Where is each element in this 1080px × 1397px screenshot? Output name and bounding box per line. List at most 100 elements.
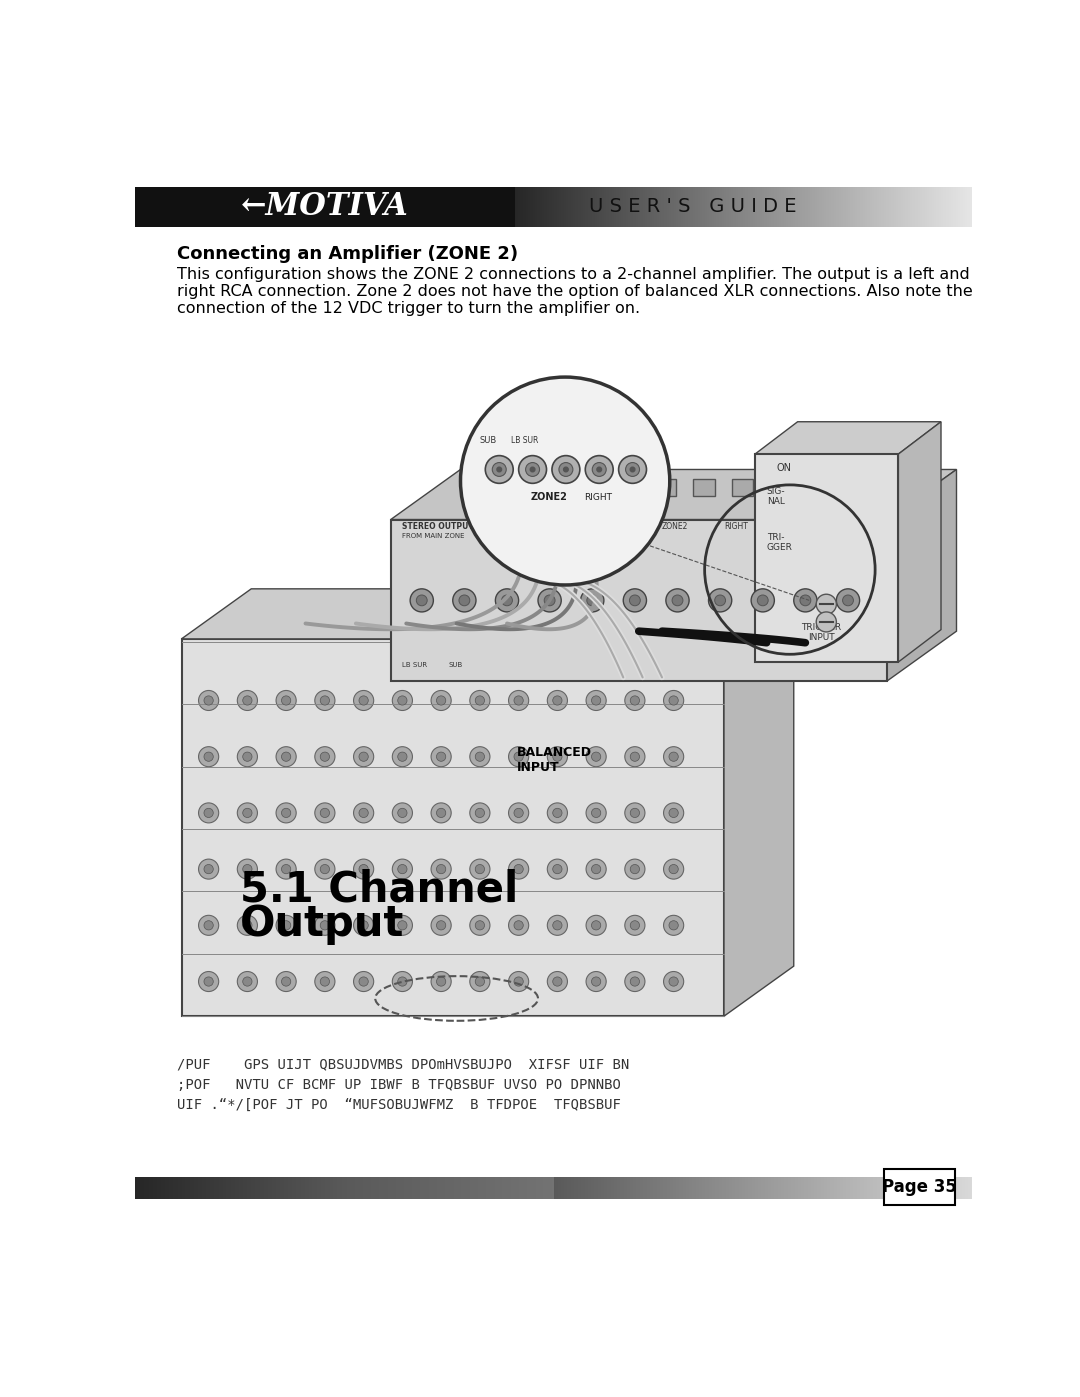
Text: Output: Output xyxy=(240,902,404,944)
Circle shape xyxy=(436,752,446,761)
Circle shape xyxy=(475,696,485,705)
Circle shape xyxy=(282,865,291,873)
Circle shape xyxy=(509,690,529,711)
Circle shape xyxy=(314,803,335,823)
Circle shape xyxy=(238,803,257,823)
Circle shape xyxy=(276,690,296,711)
Polygon shape xyxy=(391,469,957,520)
Circle shape xyxy=(553,752,562,761)
Circle shape xyxy=(392,971,413,992)
Bar xyxy=(135,187,515,226)
Circle shape xyxy=(460,377,670,585)
Circle shape xyxy=(631,977,639,986)
Circle shape xyxy=(282,921,291,930)
Circle shape xyxy=(353,803,374,823)
Circle shape xyxy=(199,746,218,767)
Circle shape xyxy=(321,921,329,930)
Circle shape xyxy=(509,915,529,936)
Circle shape xyxy=(243,865,252,873)
Circle shape xyxy=(669,752,678,761)
Circle shape xyxy=(663,746,684,767)
Circle shape xyxy=(586,859,606,879)
Bar xyxy=(181,638,724,1016)
Circle shape xyxy=(199,690,218,711)
Circle shape xyxy=(514,809,524,817)
Polygon shape xyxy=(899,422,941,662)
Text: BALANCED
INPUT: BALANCED INPUT xyxy=(517,746,592,774)
Circle shape xyxy=(431,690,451,711)
Circle shape xyxy=(238,915,257,936)
Circle shape xyxy=(631,921,639,930)
Circle shape xyxy=(392,746,413,767)
Circle shape xyxy=(553,865,562,873)
Circle shape xyxy=(794,588,816,612)
Text: Connecting an Amplifier (ZONE 2): Connecting an Amplifier (ZONE 2) xyxy=(177,244,518,263)
Circle shape xyxy=(592,696,600,705)
Circle shape xyxy=(204,977,213,986)
Circle shape xyxy=(663,690,684,711)
Circle shape xyxy=(475,752,485,761)
Text: U S E R ' S   G U I D E: U S E R ' S G U I D E xyxy=(590,197,797,217)
Circle shape xyxy=(470,915,490,936)
Circle shape xyxy=(514,752,524,761)
Circle shape xyxy=(459,595,470,606)
Circle shape xyxy=(314,746,335,767)
Circle shape xyxy=(475,921,485,930)
Text: ZONE2: ZONE2 xyxy=(662,521,688,531)
Circle shape xyxy=(314,915,335,936)
Circle shape xyxy=(470,971,490,992)
Circle shape xyxy=(800,595,811,606)
Circle shape xyxy=(625,462,639,476)
Circle shape xyxy=(314,859,335,879)
Circle shape xyxy=(416,595,428,606)
Circle shape xyxy=(436,977,446,986)
Text: right RCA connection. Zone 2 does not have the option of balanced XLR connection: right RCA connection. Zone 2 does not ha… xyxy=(177,284,973,299)
Circle shape xyxy=(514,865,524,873)
Circle shape xyxy=(625,915,645,936)
Circle shape xyxy=(631,467,635,472)
Circle shape xyxy=(321,752,329,761)
Circle shape xyxy=(321,865,329,873)
Text: RIGHT: RIGHT xyxy=(584,493,612,503)
Circle shape xyxy=(530,467,535,472)
Circle shape xyxy=(586,746,606,767)
Circle shape xyxy=(552,455,580,483)
Circle shape xyxy=(631,752,639,761)
Circle shape xyxy=(559,462,572,476)
Circle shape xyxy=(276,859,296,879)
Circle shape xyxy=(625,690,645,711)
Text: LEFT: LEFT xyxy=(584,521,603,531)
Circle shape xyxy=(204,752,213,761)
Circle shape xyxy=(359,921,368,930)
Circle shape xyxy=(199,971,218,992)
Circle shape xyxy=(436,865,446,873)
Text: connection of the 12 VDC trigger to turn the amplifier on.: connection of the 12 VDC trigger to turn… xyxy=(177,300,640,316)
Circle shape xyxy=(392,690,413,711)
Circle shape xyxy=(470,746,490,767)
Circle shape xyxy=(470,803,490,823)
Circle shape xyxy=(431,803,451,823)
Circle shape xyxy=(359,809,368,817)
Circle shape xyxy=(321,977,329,986)
Circle shape xyxy=(663,971,684,992)
Circle shape xyxy=(592,977,600,986)
Circle shape xyxy=(592,462,606,476)
Bar xyxy=(732,479,754,496)
Text: This configuration shows the ZONE 2 connections to a 2-channel amplifier. The ou: This configuration shows the ZONE 2 conn… xyxy=(177,267,970,282)
Circle shape xyxy=(509,971,529,992)
Circle shape xyxy=(492,462,507,476)
Circle shape xyxy=(501,595,512,606)
Circle shape xyxy=(514,977,524,986)
Circle shape xyxy=(243,696,252,705)
Circle shape xyxy=(199,859,218,879)
Circle shape xyxy=(392,859,413,879)
Circle shape xyxy=(625,803,645,823)
Bar xyxy=(693,479,715,496)
Circle shape xyxy=(359,696,368,705)
Circle shape xyxy=(243,752,252,761)
Circle shape xyxy=(282,752,291,761)
Circle shape xyxy=(410,588,433,612)
Circle shape xyxy=(669,809,678,817)
Circle shape xyxy=(509,803,529,823)
Circle shape xyxy=(816,612,836,631)
